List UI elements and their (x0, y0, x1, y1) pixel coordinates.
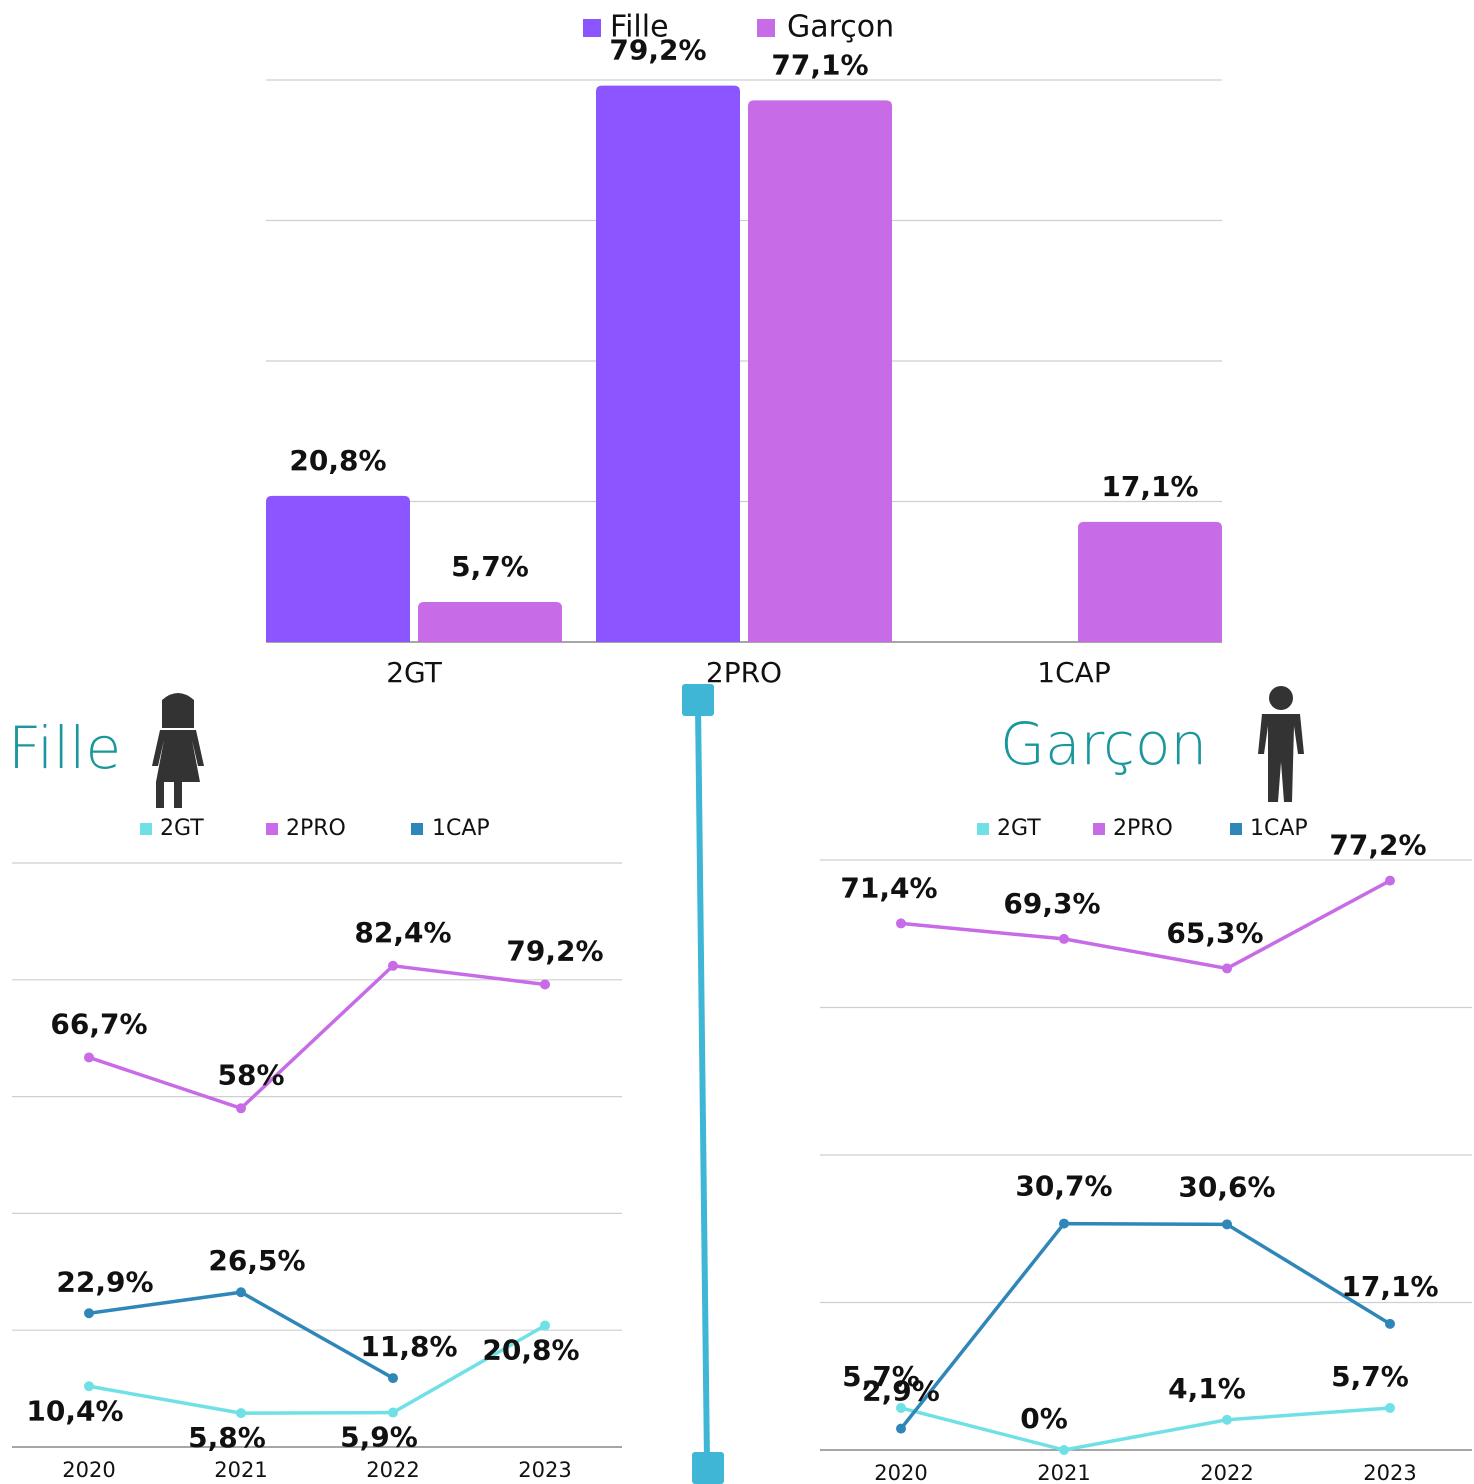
point (540, 979, 550, 990)
data-label: 20,8% (289, 444, 386, 477)
x-tick-label: 2022 (1200, 1461, 1253, 1484)
data-label: 4,1% (1168, 1372, 1246, 1405)
legend-swatch (140, 823, 152, 835)
data-label: 71,4% (840, 871, 937, 904)
point (1059, 933, 1069, 944)
x-tick-label: 2023 (1363, 1461, 1416, 1484)
point (84, 1052, 94, 1063)
legend-label: 2PRO (286, 816, 346, 841)
data-label: 2,9% (862, 1375, 940, 1408)
line (900, 879, 1391, 971)
point (1222, 963, 1232, 974)
data-label: 17,1% (1101, 470, 1198, 503)
point (896, 918, 906, 929)
point (236, 1287, 246, 1298)
data-label: 30,7% (1015, 1170, 1112, 1203)
data-label: 0% (1020, 1402, 1068, 1435)
legend-label: 1CAP (1250, 816, 1308, 841)
section-title: Garçon (1000, 710, 1207, 778)
bar (1078, 521, 1222, 642)
point (1222, 1219, 1232, 1230)
x-tick-label: 2020 (62, 1458, 115, 1482)
x-tick-label: 2PRO (706, 656, 782, 689)
legend-label: 1CAP (432, 816, 490, 841)
connector (682, 684, 724, 1484)
data-label: 77,2% (1329, 829, 1426, 862)
legend-swatch (1230, 823, 1242, 835)
legend-swatch (411, 823, 423, 835)
girl-icon (152, 693, 204, 808)
data-label: 5,9% (340, 1421, 418, 1454)
bar (266, 495, 410, 642)
point (1222, 1414, 1232, 1425)
bar (748, 100, 892, 642)
bar (596, 85, 740, 643)
x-tick-label: 2023 (518, 1458, 571, 1482)
line (88, 1324, 546, 1415)
x-tick-label: 1CAP (1037, 656, 1110, 689)
data-label: 26,5% (208, 1244, 305, 1277)
legend-swatch (977, 823, 989, 835)
point (1059, 1218, 1069, 1229)
data-label: 5,7% (842, 1360, 920, 1393)
x-tick-label: 2021 (214, 1458, 267, 1482)
data-label: 65,3% (1166, 916, 1263, 949)
point (388, 960, 398, 971)
data-label: 77,1% (771, 48, 868, 81)
point (1385, 1318, 1395, 1329)
legend-swatch (757, 19, 775, 37)
legend-label: 2GT (997, 816, 1041, 841)
point (84, 1381, 94, 1392)
legend-swatch (266, 823, 278, 835)
point (236, 1408, 246, 1419)
legend-swatch (583, 19, 601, 37)
data-label: 30,6% (1178, 1170, 1275, 1203)
data-label: 5,7% (451, 550, 529, 583)
point (896, 1423, 906, 1434)
point (388, 1407, 398, 1418)
legend-label: 2GT (160, 816, 204, 841)
data-label: 22,9% (56, 1265, 153, 1298)
line (899, 1221, 1391, 1430)
x-tick-label: 2GT (386, 656, 443, 689)
point (540, 1320, 550, 1331)
point (1385, 875, 1395, 886)
point (84, 1308, 94, 1319)
section-title: Fille (8, 714, 121, 782)
legend-label: 2PRO (1113, 816, 1173, 841)
point (1059, 1445, 1069, 1455)
line (88, 963, 546, 1111)
point (388, 1373, 398, 1384)
x-tick-label: 2021 (1037, 1461, 1090, 1484)
legend-label: Garçon (787, 10, 894, 45)
data-label: 69,3% (1003, 887, 1100, 920)
data-label: 66,7% (50, 1007, 147, 1040)
line (88, 1290, 394, 1380)
data-label: 5,7% (1331, 1360, 1409, 1393)
data-label: 82,4% (354, 916, 451, 949)
data-label: 58% (217, 1058, 284, 1091)
point (1385, 1402, 1395, 1413)
point (236, 1103, 246, 1114)
data-label: 17,1% (1341, 1270, 1438, 1303)
line (900, 1406, 1391, 1452)
legend-swatch (1093, 823, 1105, 835)
x-tick-label: 2020 (874, 1461, 927, 1484)
data-label: 11,8% (360, 1330, 457, 1363)
data-label: 5,8% (188, 1421, 266, 1454)
point (896, 1402, 906, 1413)
data-label: 20,8% (482, 1334, 579, 1367)
data-label: 79,2% (506, 934, 603, 967)
data-label: 79,2% (609, 34, 706, 67)
data-label: 10,4% (26, 1394, 123, 1427)
bar (418, 601, 562, 642)
legend-label: Fille (610, 10, 669, 45)
x-tick-label: 2022 (366, 1458, 419, 1482)
boy-icon (1258, 686, 1304, 802)
